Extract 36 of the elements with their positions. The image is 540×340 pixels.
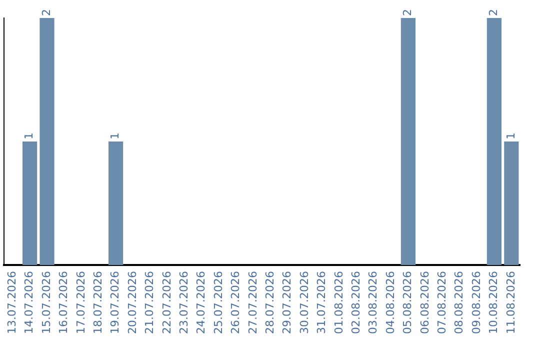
x-tick-label: 15.07.2026 bbox=[40, 271, 53, 334]
x-tick-label: 30.07.2026 bbox=[298, 271, 311, 334]
data-label: 2 bbox=[40, 9, 53, 16]
x-tick-label: 11.08.2026 bbox=[504, 271, 518, 334]
x-tick-label: 01.08.2026 bbox=[332, 271, 346, 334]
x-tick-label: 23.07.2026 bbox=[177, 271, 190, 334]
x-tick-label: 16.07.2026 bbox=[57, 271, 70, 334]
x-tick-label: 17.07.2026 bbox=[74, 271, 88, 334]
x-tick-label: 20.07.2026 bbox=[126, 271, 139, 334]
x-tick-label: 05.08.2026 bbox=[401, 271, 414, 334]
x-tick-label: 25.07.2026 bbox=[212, 271, 225, 334]
data-label: 1 bbox=[22, 132, 36, 140]
x-tick-label: 18.07.2026 bbox=[91, 271, 104, 334]
x-tick-label: 27.07.2026 bbox=[246, 271, 260, 334]
x-tick-label: 26.07.2026 bbox=[229, 271, 242, 334]
x-tick-label: 14.07.2026 bbox=[22, 271, 36, 334]
x-tick-label: 19.07.2026 bbox=[108, 271, 122, 334]
x-tick-label: 02.08.2026 bbox=[349, 271, 362, 334]
x-tick-label: 09.08.2026 bbox=[470, 271, 483, 334]
x-tick-label: 04.08.2026 bbox=[384, 271, 397, 334]
x-tick-label: 08.08.2026 bbox=[452, 271, 466, 334]
x-tick-label: 13.07.2026 bbox=[5, 271, 18, 334]
x-tick-label: 03.08.2026 bbox=[366, 271, 380, 334]
x-tick-label: 31.07.2026 bbox=[315, 271, 328, 334]
data-label: 1 bbox=[108, 132, 122, 140]
x-tick-label: 07.08.2026 bbox=[435, 271, 448, 334]
x-tick-label: 10.08.2026 bbox=[487, 271, 500, 334]
x-tick-label: 06.08.2026 bbox=[418, 271, 432, 334]
data-label: 2 bbox=[401, 9, 414, 16]
data-label: 2 bbox=[487, 9, 500, 16]
x-tick-label: 22.07.2026 bbox=[160, 271, 174, 334]
x-tick-label: 24.07.2026 bbox=[194, 271, 208, 334]
x-tick-label: 29.07.2026 bbox=[280, 271, 294, 334]
x-tick-label: 21.07.2026 bbox=[143, 271, 156, 334]
x-tick-label: 28.07.2026 bbox=[263, 271, 276, 334]
data-label: 1 bbox=[504, 132, 518, 140]
